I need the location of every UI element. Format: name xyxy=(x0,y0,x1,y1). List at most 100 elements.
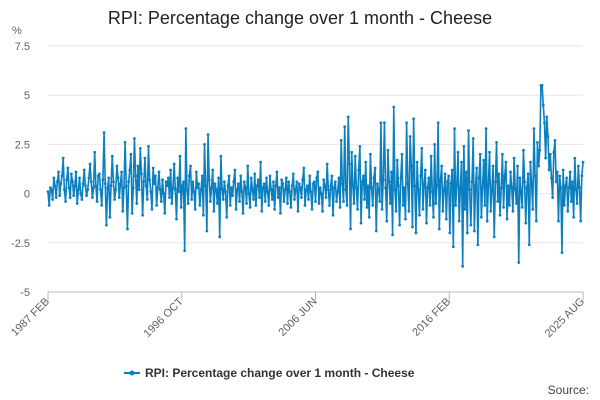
data-point[interactable] xyxy=(291,172,295,176)
data-point[interactable] xyxy=(86,188,90,192)
data-point[interactable] xyxy=(394,209,398,213)
data-point[interactable] xyxy=(67,186,71,190)
data-point[interactable] xyxy=(75,202,79,205)
data-point[interactable] xyxy=(131,186,135,190)
data-point[interactable] xyxy=(517,261,521,264)
data-point[interactable] xyxy=(274,184,278,188)
data-point[interactable] xyxy=(453,127,456,131)
data-point[interactable] xyxy=(157,170,161,174)
data-point[interactable] xyxy=(145,198,149,201)
data-point[interactable] xyxy=(312,180,316,184)
data-point[interactable] xyxy=(259,160,262,164)
data-point[interactable] xyxy=(326,188,330,192)
data-point[interactable] xyxy=(247,192,251,196)
data-point[interactable] xyxy=(58,194,62,197)
data-point[interactable] xyxy=(559,186,563,190)
data-point[interactable] xyxy=(239,174,243,178)
data-point[interactable] xyxy=(574,188,578,192)
data-point[interactable] xyxy=(217,176,220,180)
data-point[interactable] xyxy=(100,204,104,207)
data-point[interactable] xyxy=(178,154,182,158)
data-point[interactable] xyxy=(560,251,564,255)
data-point[interactable] xyxy=(304,188,308,192)
data-point[interactable] xyxy=(501,152,504,156)
data-point[interactable] xyxy=(498,213,502,217)
data-point[interactable] xyxy=(106,186,109,190)
data-point[interactable] xyxy=(116,176,120,180)
data-point[interactable] xyxy=(503,174,507,178)
data-point[interactable] xyxy=(265,176,268,180)
data-point[interactable] xyxy=(71,180,74,184)
data-point[interactable] xyxy=(488,150,491,154)
data-point[interactable] xyxy=(384,186,387,190)
data-point[interactable] xyxy=(443,172,447,176)
data-point[interactable] xyxy=(405,121,409,125)
data-point[interactable] xyxy=(137,188,141,192)
data-point[interactable] xyxy=(130,211,134,215)
data-point[interactable] xyxy=(550,176,553,180)
data-point[interactable] xyxy=(371,204,375,207)
data-point[interactable] xyxy=(101,178,105,182)
data-point[interactable] xyxy=(168,196,171,199)
data-point[interactable] xyxy=(110,154,114,158)
data-point[interactable] xyxy=(461,265,465,268)
data-point[interactable] xyxy=(430,190,434,194)
data-point[interactable] xyxy=(183,249,187,253)
data-point[interactable] xyxy=(462,144,466,148)
data-point[interactable] xyxy=(483,204,487,207)
data-point[interactable] xyxy=(360,180,364,184)
data-point[interactable] xyxy=(546,135,550,138)
data-point[interactable] xyxy=(315,176,319,180)
data-point[interactable] xyxy=(294,188,298,192)
data-point[interactable] xyxy=(506,184,510,188)
data-point[interactable] xyxy=(564,184,567,188)
data-point[interactable] xyxy=(197,182,201,186)
data-point[interactable] xyxy=(379,121,383,125)
data-point[interactable] xyxy=(204,184,208,188)
data-point[interactable] xyxy=(359,221,363,225)
data-point[interactable] xyxy=(276,196,280,199)
data-point[interactable] xyxy=(302,166,306,170)
data-point[interactable] xyxy=(268,174,272,178)
data-point[interactable] xyxy=(198,204,202,207)
data-point[interactable] xyxy=(523,180,526,184)
data-point[interactable] xyxy=(221,198,225,201)
data-point[interactable] xyxy=(409,164,413,168)
data-point[interactable] xyxy=(510,186,514,190)
data-point[interactable] xyxy=(286,202,289,205)
data-point[interactable] xyxy=(119,182,122,186)
data-point[interactable] xyxy=(571,180,574,184)
data-point[interactable] xyxy=(142,180,146,184)
data-point[interactable] xyxy=(398,223,401,227)
data-point[interactable] xyxy=(246,164,250,168)
data-point[interactable] xyxy=(180,184,184,188)
data-point[interactable] xyxy=(227,174,231,178)
data-point[interactable] xyxy=(150,207,154,211)
data-point[interactable] xyxy=(90,196,94,199)
data-point[interactable] xyxy=(126,227,129,231)
data-point[interactable] xyxy=(115,164,119,168)
data-point[interactable] xyxy=(441,209,445,213)
data-point[interactable] xyxy=(534,219,538,223)
data-point[interactable] xyxy=(249,176,253,180)
data-point[interactable] xyxy=(575,202,579,205)
data-point[interactable] xyxy=(469,223,473,227)
data-point[interactable] xyxy=(93,150,97,154)
data-point[interactable] xyxy=(482,158,486,162)
data-point[interactable] xyxy=(544,156,548,160)
data-point[interactable] xyxy=(533,174,537,178)
data-point[interactable] xyxy=(95,200,99,203)
data-point[interactable] xyxy=(79,192,83,196)
data-point[interactable] xyxy=(455,184,459,188)
data-point[interactable] xyxy=(175,217,178,221)
data-point[interactable] xyxy=(318,186,322,190)
data-point[interactable] xyxy=(492,235,496,239)
data-point[interactable] xyxy=(147,144,150,148)
data-point[interactable] xyxy=(296,209,300,213)
data-point[interactable] xyxy=(551,196,555,199)
data-point[interactable] xyxy=(378,200,382,203)
data-point[interactable] xyxy=(266,190,270,194)
data-point[interactable] xyxy=(308,174,312,178)
data-point[interactable] xyxy=(540,83,544,87)
data-point[interactable] xyxy=(128,168,132,172)
